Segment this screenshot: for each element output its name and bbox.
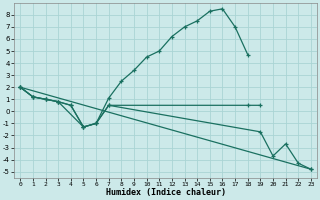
X-axis label: Humidex (Indice chaleur): Humidex (Indice chaleur)	[106, 188, 226, 197]
